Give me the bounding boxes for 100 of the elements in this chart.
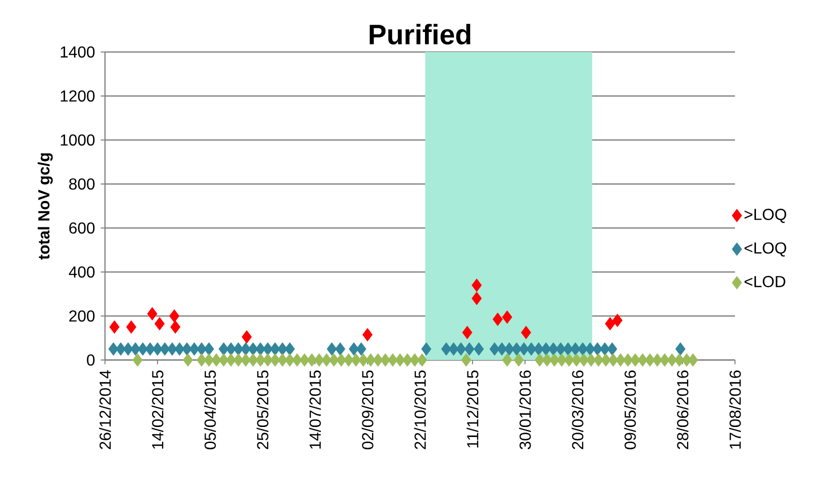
y-tick-label: 200 [69, 310, 95, 322]
point [138, 342, 148, 356]
point [233, 353, 244, 367]
point [380, 353, 390, 367]
point [292, 353, 302, 367]
point [612, 314, 622, 328]
point [556, 342, 566, 356]
point [362, 328, 373, 342]
point [630, 353, 640, 367]
point [299, 353, 310, 367]
point [526, 342, 536, 356]
point [622, 353, 633, 367]
point [204, 342, 214, 356]
point [394, 353, 406, 367]
y-tick-label: 400 [68, 266, 95, 278]
point [350, 353, 362, 367]
point [123, 342, 134, 356]
point [578, 353, 589, 367]
point [182, 353, 194, 367]
point [417, 353, 428, 367]
point [564, 353, 574, 367]
x-tick-label: 25/05/2015 [256, 370, 268, 450]
point [604, 317, 616, 330]
point [314, 353, 324, 367]
point [607, 342, 618, 356]
x-tick-label: 28/06/2016 [676, 370, 688, 450]
point [666, 353, 678, 367]
point [126, 320, 136, 334]
point [262, 353, 273, 367]
point [372, 353, 384, 367]
point [410, 353, 420, 367]
point [130, 342, 141, 356]
point [147, 307, 158, 320]
point [284, 353, 295, 367]
point [608, 353, 618, 367]
point [474, 342, 484, 356]
point [496, 342, 507, 356]
point [328, 353, 339, 367]
legend-label: <LOQ [744, 242, 786, 257]
x-tick-label: 22/10/2015 [414, 370, 426, 450]
point [448, 342, 459, 356]
y-tick-label: 0 [86, 354, 95, 366]
x-tick-label: 02/09/2015 [362, 370, 374, 450]
point [326, 342, 337, 356]
point [348, 342, 359, 356]
point [242, 330, 252, 344]
point [644, 353, 656, 367]
point [160, 342, 170, 356]
point [154, 317, 165, 330]
chart-title: Purified [370, 24, 470, 44]
x-tick-label: 20/03/2016 [572, 370, 584, 450]
point [464, 342, 474, 356]
point [211, 353, 222, 367]
x-tick-label: 30/01/2016 [519, 370, 531, 450]
point [366, 353, 376, 367]
point [652, 353, 662, 367]
point [284, 342, 295, 356]
point [518, 342, 530, 356]
point [132, 353, 143, 367]
point [240, 353, 251, 367]
point [675, 342, 686, 356]
point [196, 353, 207, 367]
legend-label: >LOQ [744, 208, 786, 223]
point [226, 353, 236, 367]
point [502, 353, 512, 367]
point [549, 353, 560, 367]
point [472, 292, 482, 306]
point [638, 353, 648, 367]
point [441, 342, 452, 356]
point [600, 353, 611, 367]
point [204, 353, 214, 367]
point [189, 342, 200, 356]
x-tick-label: 09/05/2016 [624, 370, 636, 450]
point [556, 353, 567, 367]
point [170, 320, 180, 334]
point [248, 353, 258, 367]
point [593, 353, 604, 367]
point [277, 353, 288, 367]
point [578, 342, 588, 356]
point [344, 353, 354, 367]
point [502, 310, 512, 324]
x-tick-label: 26/12/2014 [99, 370, 111, 450]
point [571, 353, 582, 367]
y-axis-title: total NoV gc/g [38, 153, 53, 260]
point [174, 342, 185, 356]
x-tick-label: 17/08/2016 [729, 370, 741, 449]
point [615, 353, 626, 367]
point [512, 342, 522, 356]
point [321, 353, 332, 367]
point [109, 320, 120, 334]
x-tick-label: 14/07/2015 [309, 370, 321, 449]
point [388, 353, 398, 367]
point [218, 353, 229, 367]
point [270, 353, 280, 367]
point [514, 353, 524, 367]
point [421, 342, 432, 356]
point [108, 342, 118, 356]
y-tick-label: 1000 [60, 134, 95, 146]
point [534, 342, 544, 356]
point [520, 326, 532, 340]
